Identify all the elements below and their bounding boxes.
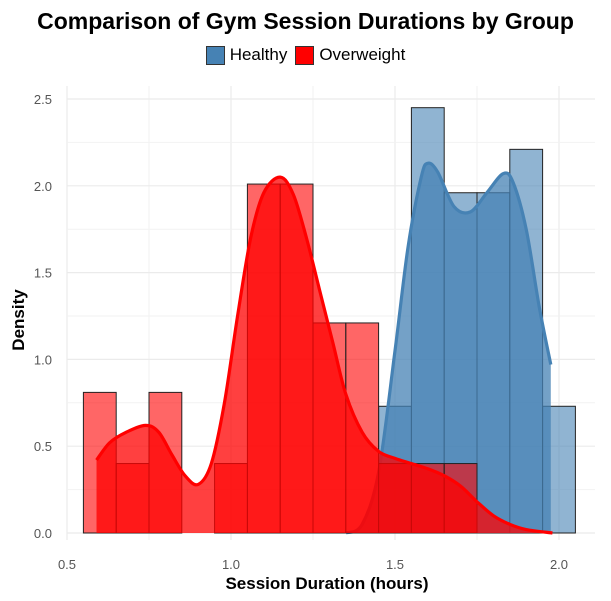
chart-title: Comparison of Gym Session Durations by G… — [37, 8, 574, 34]
y-tick-label: 2.0 — [34, 179, 52, 194]
x-axis-title: Session Duration (hours) — [225, 574, 428, 593]
density-line-healthy — [345, 161, 553, 535]
y-axis-title: Density — [9, 289, 28, 351]
y-tick-label: 1.5 — [34, 266, 52, 281]
x-tick-label: 1.0 — [222, 557, 240, 572]
legend-label-overweight: Overweight — [319, 45, 406, 64]
x-tick-label: 0.5 — [58, 557, 76, 572]
legend: Healthy Overweight — [0, 45, 611, 65]
density-area-overweight — [96, 177, 553, 534]
y-tick-label: 0.0 — [34, 526, 52, 541]
legend-label-healthy: Healthy — [229, 45, 288, 64]
y-axis-ticks: 0.0 0.5 1.0 1.5 2.0 2.5 — [34, 92, 52, 541]
x-tick-label: 2.0 — [550, 557, 568, 572]
legend-swatch-overweight — [295, 45, 315, 65]
density-line-overweight — [95, 175, 553, 535]
legend-item-healthy: Healthy — [205, 45, 288, 65]
density-overweight — [95, 175, 553, 535]
y-tick-label: 0.5 — [34, 439, 52, 454]
x-axis-ticks: 0.5 1.0 1.5 2.0 — [58, 557, 568, 572]
density-area-healthy — [345, 163, 551, 533]
y-tick-label: 2.5 — [34, 92, 52, 107]
y-tick-label: 1.0 — [34, 352, 52, 367]
legend-swatch-healthy — [205, 45, 225, 65]
density-healthy — [345, 161, 553, 535]
x-tick-label: 1.5 — [386, 557, 404, 572]
legend-item-overweight: Overweight — [295, 45, 405, 65]
